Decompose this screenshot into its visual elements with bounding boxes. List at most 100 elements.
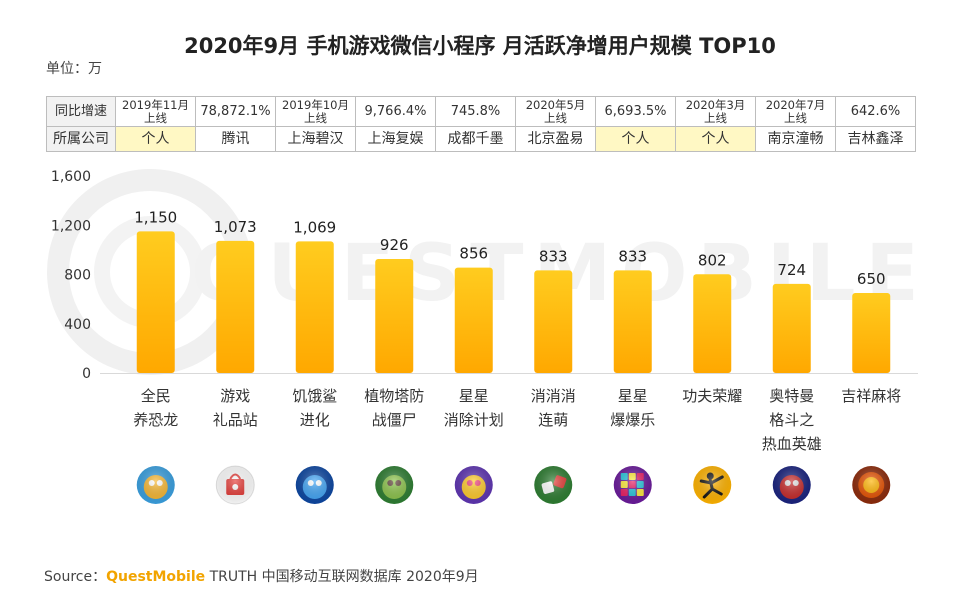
company-cell: 北京盈易 — [515, 126, 596, 152]
icon-gloss — [454, 466, 493, 504]
source-note: Source：QuestMobile TRUTH 中国移动互联网数据库 2020… — [44, 566, 479, 586]
icon-gloss — [375, 466, 414, 504]
icon-gloss — [852, 466, 891, 504]
ultraman-icon — [772, 466, 811, 504]
x-tick-label: 饥饿鲨 — [292, 387, 337, 405]
y-tick-label: 0 — [82, 366, 91, 382]
x-tick-label: 吉祥麻将 — [841, 387, 901, 405]
source-prefix: Source： — [44, 569, 107, 585]
company-row: 所属公司 个人 腾讯 上海碧汉 上海复娱 成都千墨 北京盈易 个人 个人 南京潼畅 吉林鑫泽 — [46, 126, 916, 152]
company-cell: 个人 — [115, 126, 196, 152]
y-tick-label: 800 — [64, 268, 91, 284]
growth-cell-text: 上线 — [304, 110, 327, 125]
x-tick-label: 消除计划 — [444, 411, 504, 429]
growth-cell-text: 上线 — [784, 110, 807, 125]
data-label: 1,150 — [134, 208, 177, 226]
y-tick-label: 400 — [64, 317, 91, 333]
x-tick-label: 功夫荣耀 — [682, 387, 742, 405]
x-tick-label: 游戏 — [220, 387, 250, 405]
unit-label: 单位：万 — [46, 61, 102, 77]
x-tick-label: 全民 — [141, 387, 171, 405]
color-blocks-icon — [613, 466, 652, 504]
bar — [693, 274, 732, 373]
growth-cell-text: 上线 — [544, 110, 567, 125]
growth-cell: 9,766.4% — [355, 96, 436, 127]
growth-cell: 78,872.1% — [195, 96, 276, 127]
kungfu-stickman-icon — [693, 466, 732, 504]
star-candy-icon — [454, 466, 493, 504]
bar — [216, 240, 255, 373]
growth-cell-text: 2020年3月 — [685, 98, 746, 113]
growth-cell-text: 2019年10月 — [282, 98, 349, 113]
company-cell: 上海复娱 — [355, 126, 436, 152]
data-label: 802 — [698, 251, 727, 269]
y-tick-label: 1,200 — [51, 218, 91, 234]
shark-game-icon — [295, 466, 334, 504]
zombie-game-icon — [375, 466, 414, 504]
x-tick-label: 养恐龙 — [133, 411, 178, 429]
bar — [295, 241, 334, 373]
growth-cell: 745.8% — [435, 96, 516, 127]
chart-title: 2020年9月 手机游戏微信小程序 月活跃净增用户规模 TOP10 — [184, 34, 776, 58]
x-tick-label: 进化 — [300, 411, 330, 429]
x-tick-label: 星星 — [459, 387, 489, 405]
growth-cell-text: 9,766.4% — [364, 103, 427, 119]
x-tick-label: 战僵尸 — [372, 411, 417, 429]
company-cell: 个人 — [595, 126, 676, 152]
growth-header: 同比增速 — [46, 96, 116, 127]
growth-cell-text: 上线 — [704, 110, 727, 125]
data-label: 856 — [459, 245, 488, 263]
icon-gloss — [136, 466, 175, 504]
info-table: 同比增速 2019年11月 上线 78,872.1% 2019年10月 上线 9,766.… — [46, 96, 916, 152]
growth-cell: 6,693.5% — [595, 96, 676, 127]
company-cell: 吉林鑫泽 — [835, 126, 916, 152]
x-tick-label: 植物塔防 — [364, 387, 424, 405]
data-label: 926 — [380, 236, 409, 254]
mahjong-icon — [852, 466, 891, 504]
x-tick-label: 热血英雄 — [762, 435, 822, 453]
x-tick-label: 奥特曼 — [769, 387, 814, 405]
gift-bag-icon — [215, 465, 255, 505]
icon-gloss — [534, 466, 573, 504]
icon-gloss — [613, 466, 652, 504]
x-tick-label: 爆爆乐 — [610, 411, 655, 429]
data-label: 1,073 — [214, 218, 257, 236]
bar — [852, 292, 891, 373]
icon-gloss — [295, 466, 334, 504]
growth-row: 同比增速 2019年11月 上线 78,872.1% 2019年10月 上线 9,766.… — [46, 96, 916, 127]
bar — [613, 270, 652, 373]
bar — [534, 270, 573, 373]
company-cell: 腾讯 — [195, 126, 276, 152]
growth-cell: 2020年7月 上线 — [755, 96, 836, 127]
data-label: 1,069 — [293, 218, 336, 236]
source-suffix: TRUTH 中国移动互联网数据库 2020年9月 — [205, 569, 479, 585]
data-label: 833 — [539, 247, 568, 265]
growth-cell-text: 6,693.5% — [604, 103, 667, 119]
dice-game-icon — [534, 466, 573, 504]
source-brand: QuestMobile — [106, 569, 206, 585]
growth-cell-text: 2019年11月 — [122, 98, 189, 113]
bar — [375, 258, 414, 373]
growth-cell-text: 78,872.1% — [200, 103, 271, 119]
data-label: 833 — [618, 247, 647, 265]
x-tick-label: 格斗之 — [769, 411, 814, 429]
icon-gloss — [772, 466, 811, 504]
x-tick-label: 消消消 — [531, 387, 576, 405]
company-header: 所属公司 — [46, 126, 116, 152]
growth-cell: 2019年10月 上线 — [275, 96, 356, 127]
icon-gloss — [693, 466, 732, 504]
data-label: 650 — [857, 270, 886, 288]
y-tick-label: 1,600 — [51, 169, 91, 185]
x-tick-label: 星星 — [618, 387, 648, 405]
company-cell: 南京潼畅 — [755, 126, 836, 152]
growth-cell: 642.6% — [835, 96, 916, 127]
growth-cell: 2020年5月 上线 — [515, 96, 596, 127]
bar — [136, 231, 175, 373]
bar — [454, 267, 493, 373]
dinosaur-game-icon — [136, 466, 175, 504]
growth-cell-text: 上线 — [144, 110, 167, 125]
company-cell: 上海碧汉 — [275, 126, 356, 152]
growth-cell-text: 2020年5月 — [525, 98, 586, 113]
growth-cell-text: 642.6% — [850, 103, 901, 119]
